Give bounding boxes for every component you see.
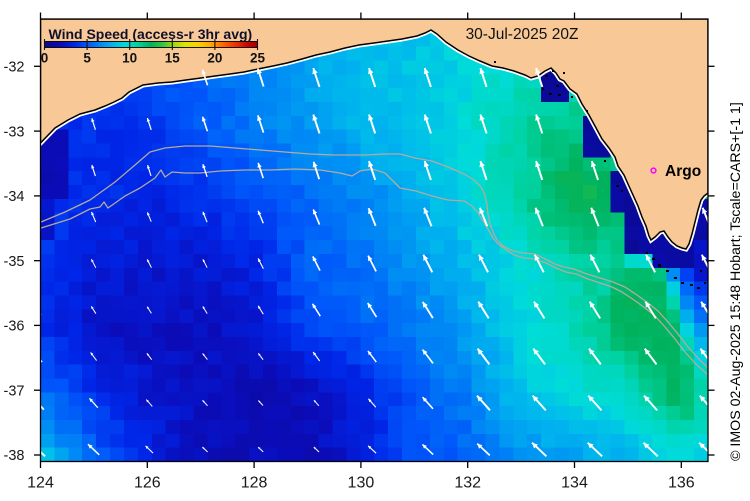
svg-text:20: 20	[207, 51, 222, 66]
svg-text:25: 25	[250, 51, 266, 66]
svg-text:-35: -35	[4, 254, 25, 270]
svg-text:124: 124	[27, 474, 54, 491]
svg-text:134: 134	[561, 474, 588, 491]
svg-text:-38: -38	[4, 448, 25, 464]
svg-text:126: 126	[134, 474, 161, 491]
svg-text:15: 15	[165, 51, 181, 66]
svg-text:-33: -33	[4, 124, 25, 140]
svg-text:Wind Speed (access-r 3hr avg): Wind Speed (access-r 3hr avg)	[49, 26, 253, 42]
svg-text:130: 130	[348, 474, 375, 491]
svg-text:-37: -37	[4, 383, 25, 399]
svg-text:10: 10	[122, 51, 137, 66]
svg-text:-34: -34	[4, 189, 25, 205]
svg-text:0: 0	[41, 51, 49, 66]
svg-text:128: 128	[241, 474, 268, 491]
svg-text:-32: -32	[4, 60, 25, 76]
svg-text:5: 5	[83, 51, 91, 66]
svg-text:-36: -36	[4, 319, 25, 335]
svg-text:Argo: Argo	[665, 163, 701, 180]
svg-text:© IMOS 02-Aug-2025 15:48 Hobar: © IMOS 02-Aug-2025 15:48 Hobart; Tscale=…	[728, 102, 744, 461]
svg-text:132: 132	[454, 474, 481, 491]
svg-text:136: 136	[668, 474, 695, 491]
svg-text:30-Jul-2025 20Z: 30-Jul-2025 20Z	[466, 26, 579, 43]
